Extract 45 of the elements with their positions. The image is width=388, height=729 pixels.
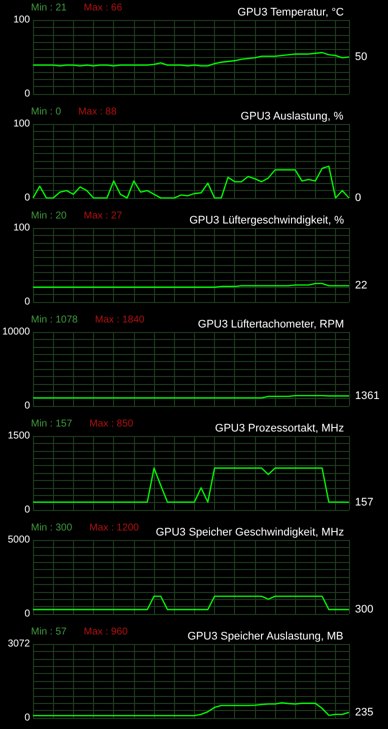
text: Max : 850	[89, 418, 134, 430]
text: Min : 157	[31, 418, 73, 430]
chart-title: GPU3 Speicher Geschwindigkeit, MHz	[156, 526, 344, 538]
text: Max : 27	[84, 210, 123, 222]
text: Max : 66	[84, 2, 123, 14]
y-tick-label: 100	[13, 118, 30, 130]
y-tick-label: 0	[24, 88, 30, 100]
y-tick-label: 100	[13, 222, 30, 234]
y-tick-label: 0	[24, 400, 30, 412]
y-tick-label: 3072	[8, 638, 30, 650]
y-tick-label: 0	[24, 608, 30, 620]
data-label: 50	[355, 51, 368, 63]
chart-title: GPU3 Lüftergeschwindigkeit, %	[189, 214, 344, 226]
data-label: 300	[355, 604, 374, 616]
line-series	[32, 467, 350, 503]
text: Min : 300	[31, 522, 73, 534]
chart-title: GPU3 Auslastung, %	[240, 110, 344, 122]
text: Max : 960	[84, 626, 128, 638]
data-label: 157	[355, 496, 374, 508]
line-series	[32, 52, 350, 67]
y-tick-label: 0	[24, 504, 30, 516]
y-tick-label: 0	[24, 192, 30, 204]
text: Min : 0	[31, 106, 62, 118]
data-label: 0	[355, 192, 362, 204]
data-label: 235	[355, 706, 374, 718]
text: Min : 1078	[31, 314, 78, 326]
text: Min : 20	[31, 210, 68, 222]
chart-title: GPU3 Speicher Auslastung, MB	[187, 630, 344, 642]
line-series	[32, 702, 350, 716]
y-tick-label: 1500	[8, 430, 30, 442]
y-tick-label: 5000	[8, 534, 30, 546]
text: Max : 1200	[89, 522, 140, 534]
text: Min : 57	[31, 626, 68, 638]
y-tick-label: 10000	[2, 326, 30, 338]
data-label: 22	[355, 280, 368, 292]
text: Max : 88	[78, 106, 117, 118]
text: Max : 1840	[95, 314, 145, 326]
text: Min : 21	[31, 2, 68, 14]
chart-title: GPU3 Prozessortakt, MHz	[215, 422, 344, 434]
data-label: 1361	[355, 390, 380, 402]
chart-title: GPU3 Temperatur, °C	[238, 6, 344, 18]
y-tick-label: 0	[24, 296, 30, 308]
chart-title: GPU3 Lüftertachometer, RPM	[198, 318, 344, 330]
y-tick-label: 0	[24, 712, 30, 724]
y-tick-label: 100	[13, 14, 30, 26]
